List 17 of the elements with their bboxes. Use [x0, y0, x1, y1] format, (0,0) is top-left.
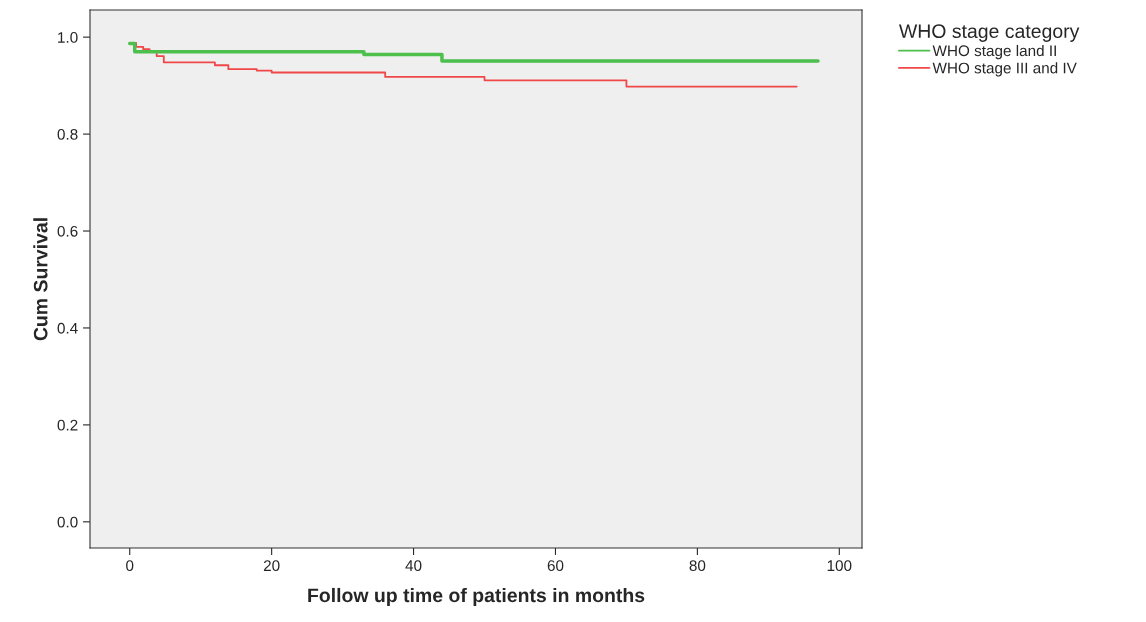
y-axis-title: Cum Survival [33, 218, 48, 341]
x-tick-label: 20 [263, 560, 280, 572]
legend-label: WHO stage land II [932, 44, 1056, 60]
x-tick-label: 60 [547, 560, 564, 572]
y-tick-label: 1.0 [58, 32, 78, 43]
y-tick-label: 0.6 [57, 225, 78, 237]
y-tick-label: 0.2 [57, 419, 78, 431]
y-tick-label: 0.0 [57, 516, 78, 528]
y-tick-label: 0.8 [57, 128, 78, 140]
y-tick-label: 0.4 [57, 322, 78, 334]
legend-title: WHO stage category [899, 24, 1080, 42]
x-tick-label: 100 [827, 560, 852, 572]
x-tick-label: 80 [689, 560, 706, 572]
x-tick-label: 40 [405, 560, 422, 572]
legend-label: WHO stage III and IV [932, 62, 1077, 77]
x-tick-label: 0 [126, 560, 134, 572]
x-axis-title: Follow up time of patients in months [308, 587, 645, 607]
